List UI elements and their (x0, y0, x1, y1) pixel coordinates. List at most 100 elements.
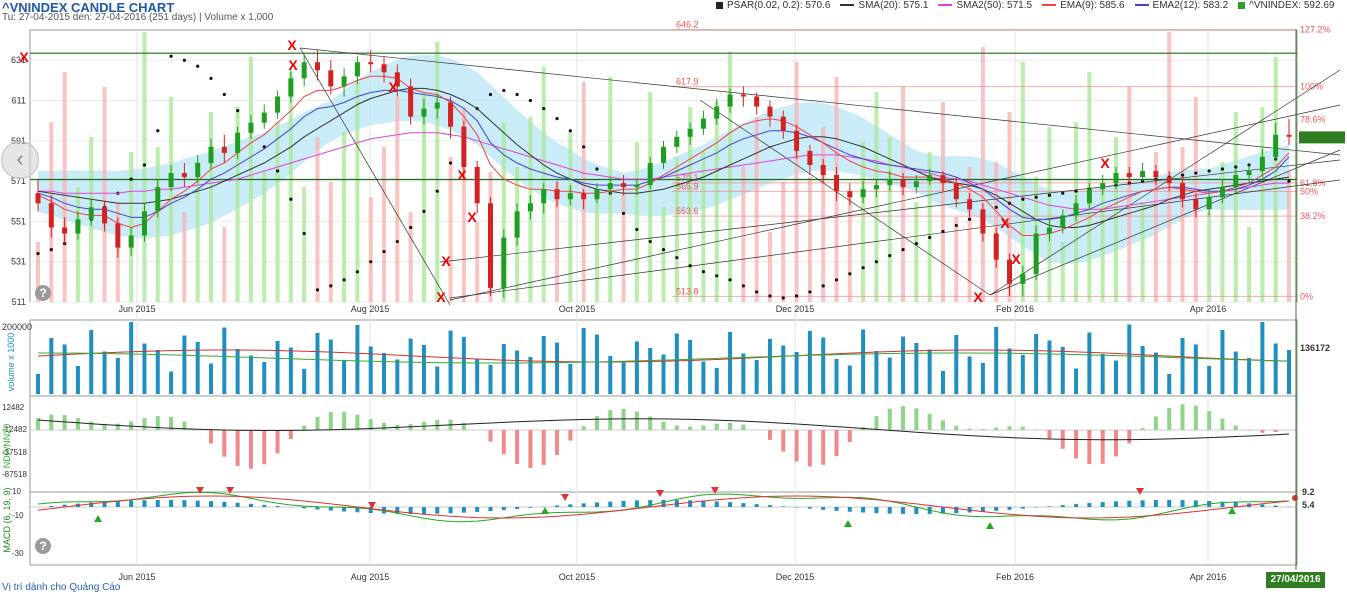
ndp-bar (555, 430, 560, 455)
candle-body (873, 185, 879, 190)
macd-histogram-bar (342, 507, 347, 512)
macd-histogram-bar (608, 501, 613, 507)
macd-histogram-bar (1100, 502, 1105, 507)
fib-value-label: 570.1 (676, 173, 699, 183)
macd-histogram-bar (328, 507, 333, 511)
candle-body (341, 76, 347, 87)
candle-body (381, 64, 387, 73)
psar-dot (196, 64, 200, 68)
psar-dot (1180, 173, 1185, 177)
ndp-bar (967, 428, 972, 430)
macd-signal-marker (561, 494, 569, 501)
ndp-bar (1220, 418, 1225, 430)
last-value-label: 9.2 (1302, 487, 1315, 497)
volume-bar (714, 368, 719, 394)
psar-dot (582, 145, 586, 149)
psar-dot (954, 223, 958, 228)
candle-body (248, 122, 254, 133)
psar-dot (874, 260, 879, 264)
candle-body (1180, 183, 1186, 200)
ema9-line (37, 75, 1290, 236)
volume-bar (182, 335, 187, 394)
candle-body (155, 187, 161, 212)
volume-bar (874, 351, 879, 394)
psar-dot (768, 294, 772, 298)
candle-body (607, 183, 613, 190)
last-value-label: 5.4 (1302, 500, 1315, 510)
candle-body (35, 193, 41, 204)
volume-bar (1153, 152, 1158, 302)
volume-bar (102, 351, 107, 394)
ndp-bar (674, 425, 679, 430)
legend-item: PSAR(0.02, 0.2): 570.6 (716, 0, 830, 11)
legend-swatch (716, 1, 723, 9)
volume-bar (980, 363, 985, 394)
legend-item: EMA2(12): 583.2 (1134, 0, 1228, 11)
volume-bar (275, 341, 280, 394)
volume-bar (821, 337, 826, 394)
macd-histogram-bar (515, 507, 520, 509)
volume-bar (115, 358, 120, 394)
macd-signal-marker (1136, 488, 1144, 495)
macd-histogram-bar (315, 507, 320, 510)
scroll-left-button[interactable]: ‹ (1, 141, 39, 179)
volume-bar (1074, 368, 1079, 394)
ndp-bar (1193, 405, 1198, 430)
volume-bar (914, 343, 919, 394)
macd-histogram-bar (861, 507, 866, 513)
ndp-bar (927, 413, 932, 430)
help-icon[interactable]: ? (35, 285, 51, 301)
psar-dot (661, 248, 666, 252)
macd-histogram-bar (714, 501, 719, 507)
ad-placeholder-text: Vị trí dành cho Quảng Cáo (2, 582, 121, 593)
volume-bar (1140, 346, 1145, 394)
y-tick-label: -30 (12, 549, 24, 558)
volume-bar (608, 356, 613, 394)
volume-bar (302, 187, 307, 302)
ndp-bar (501, 430, 506, 455)
macd-histogram-bar (1153, 500, 1158, 507)
volume-bar (75, 187, 80, 302)
macd-histogram-bar (155, 500, 160, 507)
fib-value-label: 617.9 (676, 77, 699, 87)
fib-value-label: 565.9 (676, 181, 699, 191)
trend-line (449, 179, 1341, 299)
volume-bar (594, 334, 599, 394)
ndp-bar (36, 418, 40, 430)
psar-dot (488, 92, 493, 97)
volume-bar (701, 361, 706, 394)
candle-body (288, 78, 294, 97)
macd-histogram-bar (1007, 507, 1012, 510)
macd-histogram-bar (781, 506, 786, 507)
psar-dot (315, 288, 320, 292)
macd-histogram-bar (89, 502, 94, 507)
psar-dot (1074, 189, 1078, 193)
trend-line (989, 149, 1341, 296)
trend-line (699, 99, 991, 296)
volume-bar (967, 167, 972, 302)
psar-dot (302, 231, 306, 236)
volume-bar (235, 107, 240, 302)
psar-dot (1047, 193, 1052, 197)
psar-dot (275, 169, 280, 173)
signal-x-marker: X (1100, 155, 1110, 171)
ndp-bar (488, 430, 493, 442)
volume-bar (674, 157, 679, 302)
volume-bar (1007, 112, 1012, 302)
volume-bar (555, 182, 560, 302)
volume-bar (475, 358, 480, 394)
volume-bar (661, 207, 666, 302)
psar-dot (821, 284, 825, 288)
ndp-bar (49, 414, 54, 430)
volume-bar (914, 202, 919, 302)
candle-body (1046, 227, 1052, 234)
psar-dot (409, 225, 413, 230)
ndp-bar (75, 418, 80, 430)
volume-bar (342, 361, 347, 394)
candle-body (967, 199, 973, 210)
psar-dot (755, 290, 759, 294)
volume-bar (488, 365, 493, 394)
volume-bar (781, 182, 786, 302)
volume-bar (927, 349, 932, 394)
help-icon[interactable]: ? (35, 538, 51, 554)
